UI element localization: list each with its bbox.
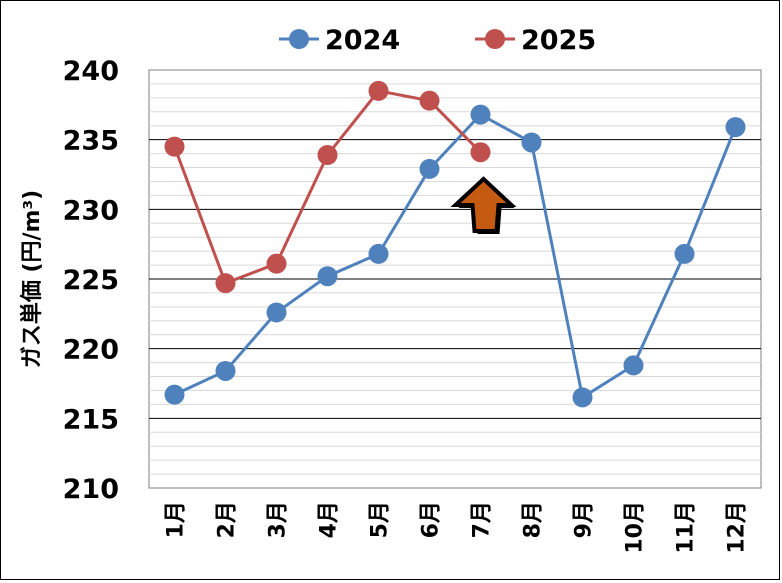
data-point-2024 [419,158,440,179]
y-tick-label: 235 [63,126,119,157]
legend-label: 2025 [521,25,596,56]
legend-item-2024: 2024 [279,25,400,56]
data-point-2024 [674,243,695,264]
data-point-2025 [470,142,491,163]
minor-gridlines [149,83,761,475]
data-point-2024 [368,243,389,264]
x-tick-label: 6月 [419,501,444,538]
y-tick-label: 230 [63,195,119,226]
legend-label: 2024 [325,25,400,56]
data-point-2025 [215,273,236,294]
y-tick-label: 240 [63,56,119,87]
data-point-2024 [164,384,185,405]
annotation-layer [450,176,517,234]
y-tick-label: 210 [63,474,119,505]
x-tick-label: 11月 [674,501,699,554]
y-tick-label: 215 [63,404,119,435]
y-tick-label: 220 [63,335,119,366]
data-point-2024 [521,132,542,153]
data-point-2024 [470,104,491,125]
x-tick-label: 4月 [317,501,342,538]
legend: 2024 2025 [279,25,596,56]
x-tick-label: 10月 [623,501,648,554]
series-2025 [164,80,491,294]
x-tick-label: 12月 [725,501,750,554]
data-point-2025 [368,80,389,101]
data-point-2024 [215,360,236,381]
y-axis-label: ガス単価 (円/m³) [19,190,45,368]
y-axis-tick-labels: 210 215 220 225 230 235 240 [63,56,119,505]
x-tick-label: 5月 [368,501,393,538]
legend-swatch-marker [289,29,309,49]
data-point-2024 [725,117,746,138]
data-point-2024 [317,266,338,287]
x-tick-label: 7月 [470,501,495,538]
series-line-2024 [173,112,737,400]
data-point-2025 [317,144,338,165]
data-point-2024 [623,355,644,376]
data-point-2025 [164,136,185,157]
data-point-2025 [419,90,440,111]
y-tick-label: 225 [63,265,119,296]
series-layer [164,80,746,408]
legend-item-2025: 2025 [475,25,596,56]
data-point-2024 [266,302,287,323]
x-axis-tick-labels: 1月 2月 3月 4月 5月 6月 7月 8月 9月 10月 11月 12月 [164,501,750,554]
x-tick-label: 1月 [164,501,189,538]
series-2024 [164,104,746,408]
legend-swatch-marker [485,29,505,49]
up-arrow-icon [450,176,517,234]
x-tick-label: 9月 [572,501,597,538]
data-point-2025 [266,253,287,274]
x-tick-label: 3月 [266,501,291,538]
x-tick-label: 2月 [215,501,240,538]
data-point-2024 [572,387,593,408]
x-tick-label: 8月 [521,501,546,538]
